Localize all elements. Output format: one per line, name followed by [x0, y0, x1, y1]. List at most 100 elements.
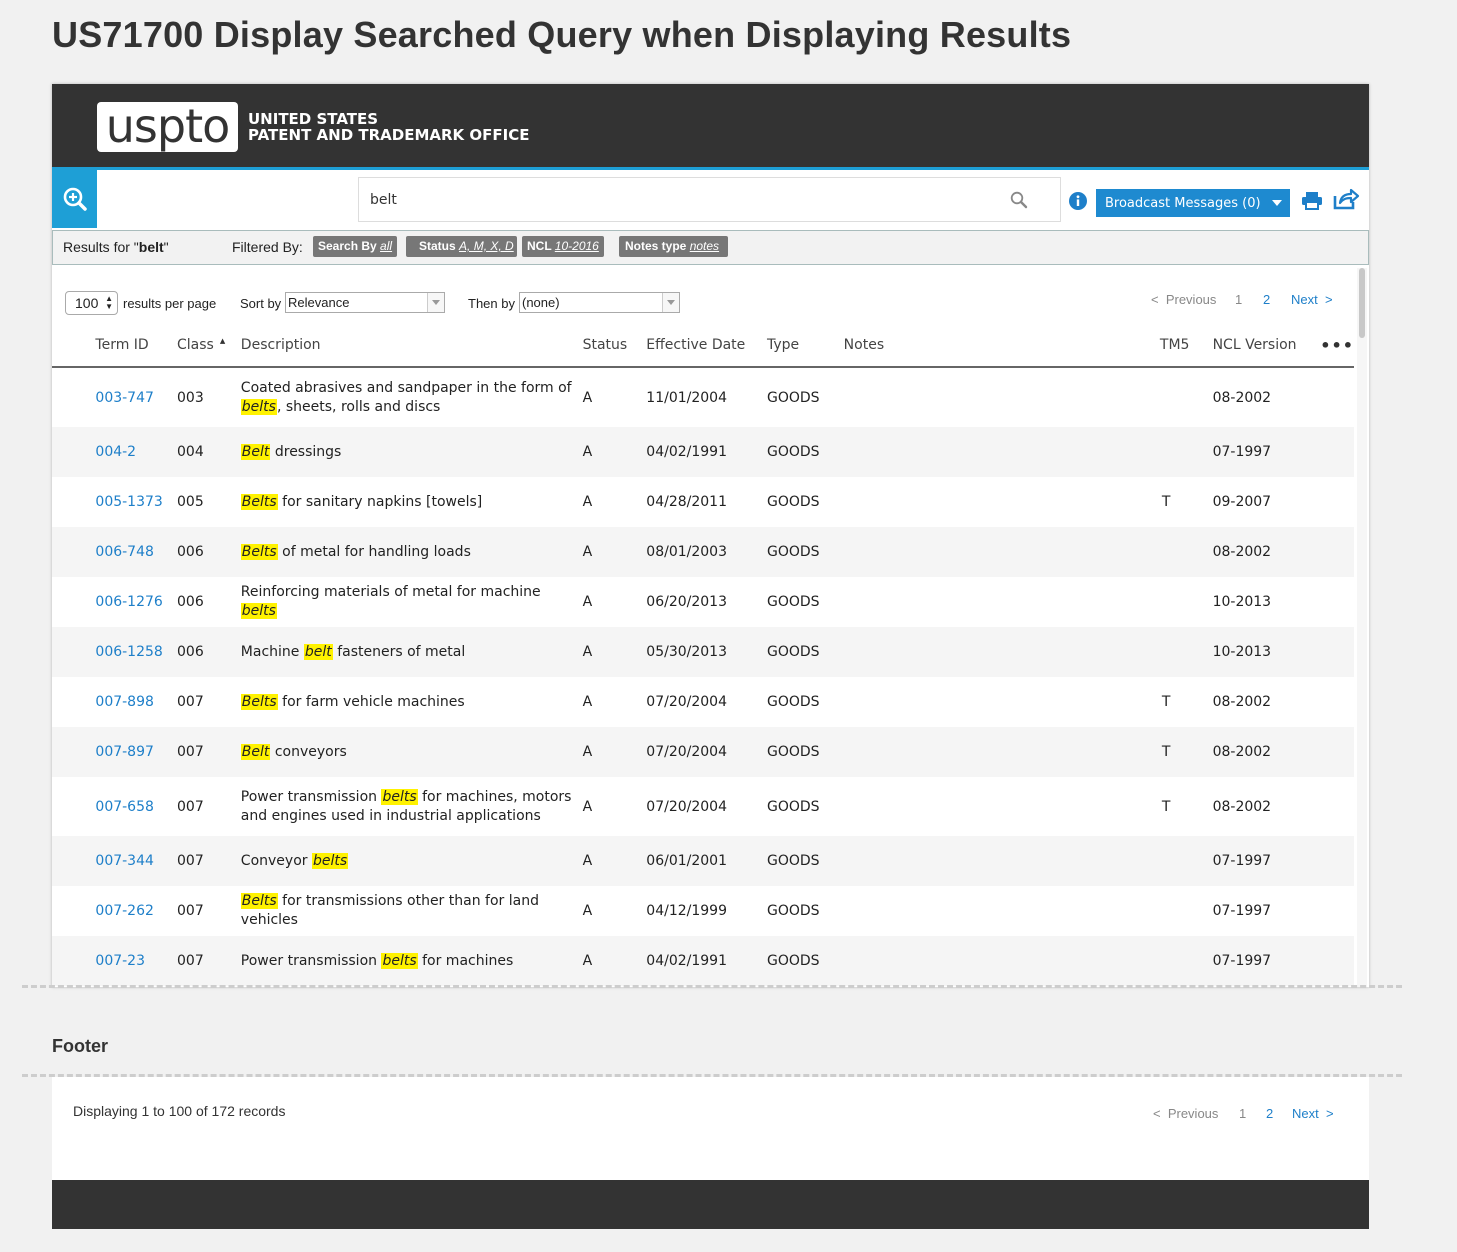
print-icon[interactable] [1301, 191, 1323, 211]
more-columns-menu[interactable]: ••• [1320, 324, 1354, 368]
sort-by-label: Sort by [240, 296, 282, 311]
sort-by-select[interactable]: Relevance [285, 292, 445, 313]
pagination-page-2[interactable]: 2 [1266, 1106, 1274, 1121]
notes-cell [843, 427, 1160, 477]
filtered-by-label: Filtered By: [232, 239, 303, 255]
table-row[interactable]: 007-897 007 Belt conveyors A 07/20/2004 GOODS… [52, 727, 1354, 777]
class-cell: 007 [177, 727, 241, 777]
column-header-term-id[interactable]: Term ID [95, 324, 178, 368]
search-highlight: belts [381, 952, 418, 969]
effective-date-cell: 04/02/1991 [646, 936, 767, 986]
advanced-search-button[interactable] [52, 170, 97, 228]
then-by-select[interactable]: (none) [519, 292, 680, 313]
table-row[interactable]: 006-748 006 Belts of metal for handling lo… [52, 527, 1354, 577]
scrollbar-thumb[interactable] [1359, 268, 1365, 338]
term-id-link[interactable]: 007-262 [95, 903, 154, 919]
ncl-version-cell: 08-2002 [1212, 389, 1272, 406]
table-row[interactable]: 006-1276 006 Reinforcing materials of meta… [52, 577, 1354, 627]
tm5-cell [1159, 936, 1213, 986]
term-id-cell: 007-897 [95, 727, 178, 777]
pagination-page-2[interactable]: 2 [1263, 292, 1271, 307]
term-id-link[interactable]: 007-898 [95, 694, 154, 710]
results-per-page-select[interactable]: 100 ▲ ▼ [65, 291, 118, 315]
share-icon[interactable] [1332, 187, 1360, 211]
filter-chip-notes-type[interactable]: Notes type notes [619, 236, 729, 257]
ncl-version-cell: 08-2002 [1212, 527, 1321, 577]
type-cell: GOODS [767, 627, 844, 677]
notes-cell [843, 727, 1160, 777]
table-row[interactable]: 005-1373 005 Belts for sanitary napkins [t… [52, 477, 1354, 527]
column-header-description[interactable]: Description [240, 324, 583, 368]
table-row[interactable]: 007-898 007 Belts for farm vehicle machine… [52, 677, 1354, 727]
footer-panel: Displaying 1 to 100 of 172 records < Pre… [52, 1077, 1369, 1180]
pagination-next[interactable]: Next > [1292, 1106, 1334, 1121]
table-row[interactable]: 003-747 003 Coated abrasives and sandpaper… [52, 367, 1354, 427]
search-icon[interactable] [1010, 191, 1028, 209]
term-id-link[interactable]: 006-1258 [95, 644, 163, 660]
filter-chip-status[interactable]: Status A, M, X, D [406, 236, 517, 257]
column-header-ncl-version[interactable]: NCL Version [1212, 324, 1321, 368]
term-id-link[interactable]: 007-344 [95, 853, 154, 869]
tm5-cell: T [1161, 798, 1171, 815]
ncl-version-cell: 07-1997 [1212, 903, 1272, 919]
tm5-cell [1159, 627, 1213, 677]
pagination-next[interactable]: Next > [1291, 292, 1333, 307]
status-cell: A [582, 427, 647, 477]
term-id-link[interactable]: 006-1276 [95, 594, 163, 610]
term-id-link[interactable]: 004-2 [95, 444, 137, 460]
table-row[interactable]: 007-344 007 Conveyor belts A 06/01/2001 GOODS… [52, 836, 1354, 886]
term-id-cell: 005-1373 [95, 477, 177, 527]
chevron-down-icon [662, 293, 679, 312]
search-highlight: Belt [240, 443, 271, 460]
tm5-cell: T [1159, 727, 1213, 777]
description-cell: Belts for transmissions other than for l… [240, 893, 539, 928]
tm5-cell [1159, 427, 1213, 477]
info-icon[interactable] [1069, 192, 1087, 210]
table-row[interactable]: 006-1258 006 Machine belt fasteners of met… [52, 627, 1354, 677]
table-row[interactable]: 007-262 007 Belts for transmissions other … [52, 886, 1354, 936]
effective-date-cell: 11/01/2004 [646, 389, 727, 406]
pagination-page-1[interactable]: 1 [1239, 1106, 1247, 1121]
term-id-link[interactable]: 007-23 [95, 953, 145, 969]
filter-chip-search-by[interactable]: Search By all [313, 236, 398, 257]
sort-ascending-icon: ▲ [219, 337, 226, 345]
class-cell: 005 [177, 494, 204, 510]
search-highlight: belts [240, 603, 277, 619]
column-header-effective-date[interactable]: Effective Date [646, 324, 767, 368]
filter-chip-ncl[interactable]: NCL 10-2016 [522, 236, 604, 257]
ncl-version-cell: 10-2013 [1212, 627, 1321, 677]
pagination-previous[interactable]: < Previous [1151, 292, 1217, 307]
table-row[interactable]: 004-2 004 Belt dressings A 04/02/1991 GOODS 07… [52, 427, 1354, 477]
term-id-link[interactable]: 007-658 [95, 798, 154, 815]
notes-cell [844, 777, 1160, 836]
column-header-type[interactable]: Type [767, 324, 844, 368]
column-header-class[interactable]: Class ▲ [177, 324, 241, 368]
description-cell: Belts for farm vehicle machines [240, 693, 465, 710]
type-cell: GOODS [767, 694, 820, 710]
uspto-logo[interactable]: uspto [97, 102, 238, 152]
vertical-scrollbar[interactable] [1357, 268, 1367, 987]
search-highlight: belts [311, 852, 349, 869]
term-id-link[interactable]: 006-748 [95, 544, 154, 560]
term-id-link[interactable]: 003-747 [95, 389, 154, 406]
column-header-notes[interactable]: Notes [843, 324, 1160, 368]
column-header-status[interactable]: Status [582, 324, 647, 368]
results-table: Term ID Class ▲ Description Status Effect… [52, 324, 1354, 986]
term-id-cell: 007-344 [95, 836, 178, 886]
pagination-previous[interactable]: < Previous [1153, 1106, 1219, 1121]
term-id-link[interactable]: 007-897 [95, 744, 154, 760]
table-row[interactable]: 007-658 007 Power transmission belts for m… [52, 777, 1354, 836]
type-cell: GOODS [767, 727, 844, 777]
table-row[interactable]: 007-23 007 Power transmission belts for ma… [52, 936, 1354, 986]
tm5-cell: T [1161, 494, 1171, 510]
footer-heading: Footer [52, 1036, 108, 1056]
status-cell: A [582, 527, 647, 577]
search-input[interactable] [358, 177, 1061, 222]
term-id-cell: 006-748 [95, 527, 178, 577]
effective-date-cell: 05/30/2013 [646, 627, 767, 677]
type-cell: GOODS [767, 427, 844, 477]
broadcast-messages-button[interactable]: Broadcast Messages (0) [1096, 189, 1290, 217]
term-id-link[interactable]: 005-1373 [95, 494, 163, 510]
column-header-tm5[interactable]: TM5 [1159, 324, 1213, 368]
pagination-page-1[interactable]: 1 [1235, 292, 1243, 307]
